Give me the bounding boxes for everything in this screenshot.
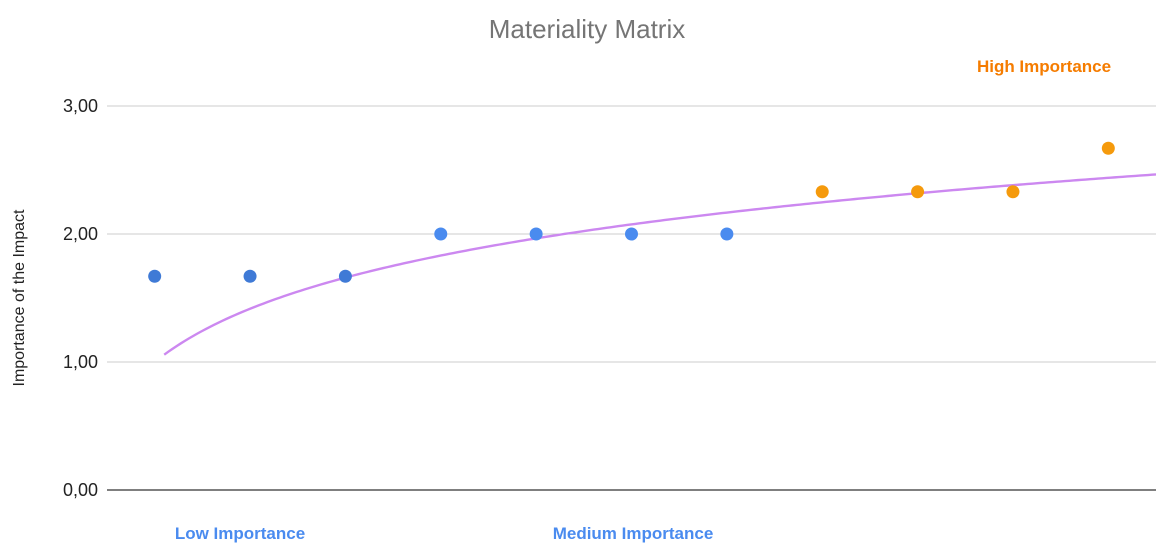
annotation-low-importance: Low Importance [175,524,305,543]
y-tick-label: 2,00 [63,224,98,244]
y-axis-label: Importance of the Impact [11,209,28,387]
data-point [338,269,352,283]
data-point [529,227,543,241]
data-point [434,227,448,241]
trendline [163,173,1156,356]
data-point [720,227,734,241]
grid-layer [107,105,1156,491]
data-point [148,269,162,283]
y-tick-label: 1,00 [63,352,98,372]
data-point [625,227,638,241]
trendline-layer [163,173,1156,356]
data-point [243,269,257,283]
chart-title: Materiality Matrix [489,14,685,44]
data-point [911,185,925,199]
data-point [815,185,829,199]
data-point [1006,185,1020,199]
y-tick-label: 0,00 [63,480,98,500]
y-tick-layer: 0,00 1,00 2,00 3,00 [63,96,98,500]
data-point [1101,141,1115,155]
annotation-medium-importance: Medium Importance [553,524,714,543]
annotation-high-importance: High Importance [977,57,1111,76]
points-layer [148,141,1115,283]
y-tick-label: 3,00 [63,96,98,116]
